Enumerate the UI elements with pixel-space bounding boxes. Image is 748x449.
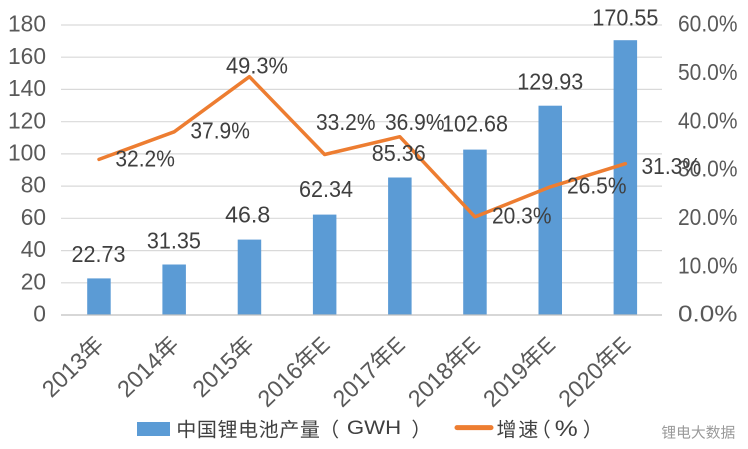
svg-text:2014: 2014	[112, 347, 167, 402]
svg-text:180: 180	[8, 11, 46, 37]
svg-text:32.2%: 32.2%	[115, 146, 174, 172]
svg-text:80: 80	[21, 172, 46, 198]
svg-text:31.3%: 31.3%	[642, 153, 702, 179]
svg-text:E: E	[607, 331, 635, 359]
svg-text:E: E	[382, 331, 410, 359]
svg-text:GWH: GWH	[347, 418, 401, 439]
svg-text:40: 40	[21, 236, 46, 262]
svg-text:20.0%: 20.0%	[678, 204, 738, 230]
svg-text:160: 160	[8, 43, 46, 69]
svg-text:102.68: 102.68	[442, 111, 508, 137]
svg-text:22.73: 22.73	[72, 241, 126, 267]
svg-text:31.35: 31.35	[147, 227, 201, 253]
svg-text:%: %	[555, 416, 578, 441]
svg-text:E: E	[532, 331, 560, 359]
svg-text:46.8: 46.8	[225, 202, 270, 228]
svg-text:2018: 2018	[403, 357, 458, 412]
svg-text:60.0%: 60.0%	[678, 11, 738, 37]
svg-text:26.5%: 26.5%	[567, 173, 627, 199]
svg-text:30.0%: 30.0%	[678, 156, 738, 182]
svg-text:40.0%: 40.0%	[678, 107, 738, 133]
svg-text:0: 0	[33, 301, 46, 327]
svg-text:20: 20	[21, 268, 46, 294]
svg-text:10.0%: 10.0%	[678, 252, 738, 278]
svg-text:33.2%: 33.2%	[316, 109, 376, 135]
svg-text:100: 100	[8, 140, 46, 166]
svg-text:85.36: 85.36	[372, 140, 426, 166]
svg-text:2019: 2019	[478, 357, 533, 412]
svg-text:2015: 2015	[187, 347, 242, 402]
svg-text:37.9%: 37.9%	[190, 118, 250, 144]
svg-text:60: 60	[21, 204, 46, 230]
svg-text:E: E	[306, 331, 334, 359]
svg-text:20.3%: 20.3%	[492, 203, 552, 229]
svg-text:2017: 2017	[328, 357, 383, 412]
svg-text:2016: 2016	[252, 357, 307, 412]
svg-text:2013: 2013	[37, 347, 92, 402]
svg-text:2020: 2020	[553, 357, 608, 412]
svg-text:36.9%: 36.9%	[385, 109, 445, 135]
svg-text:129.93: 129.93	[517, 69, 583, 95]
svg-text:120: 120	[8, 107, 46, 133]
svg-text:0.0%: 0.0%	[678, 301, 738, 327]
svg-text:140: 140	[8, 75, 46, 101]
svg-text:49.3%: 49.3%	[226, 53, 288, 79]
svg-text:E: E	[457, 331, 485, 359]
svg-text:50.0%: 50.0%	[678, 59, 738, 85]
svg-text:62.34: 62.34	[299, 176, 353, 202]
svg-text:170.55: 170.55	[592, 5, 658, 31]
